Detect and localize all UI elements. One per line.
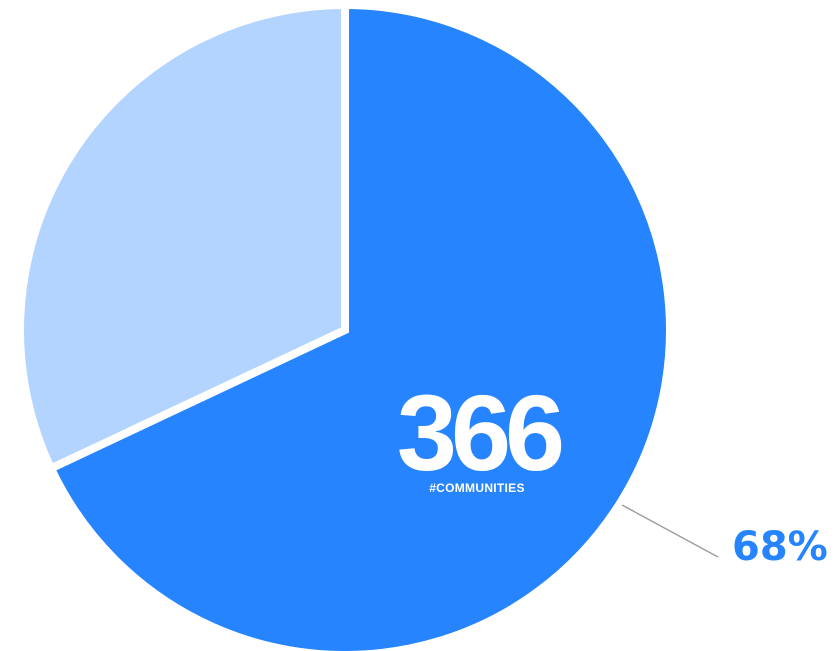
pie-slice bbox=[45, 0, 674, 651]
center-label: #COMMUNITIES bbox=[429, 481, 525, 495]
leader-line bbox=[621, 504, 719, 558]
center-value: 366 bbox=[397, 372, 562, 493]
percent-label: 68% bbox=[732, 524, 828, 570]
pie-slices bbox=[16, 0, 674, 651]
pie-slice bbox=[16, 0, 349, 474]
